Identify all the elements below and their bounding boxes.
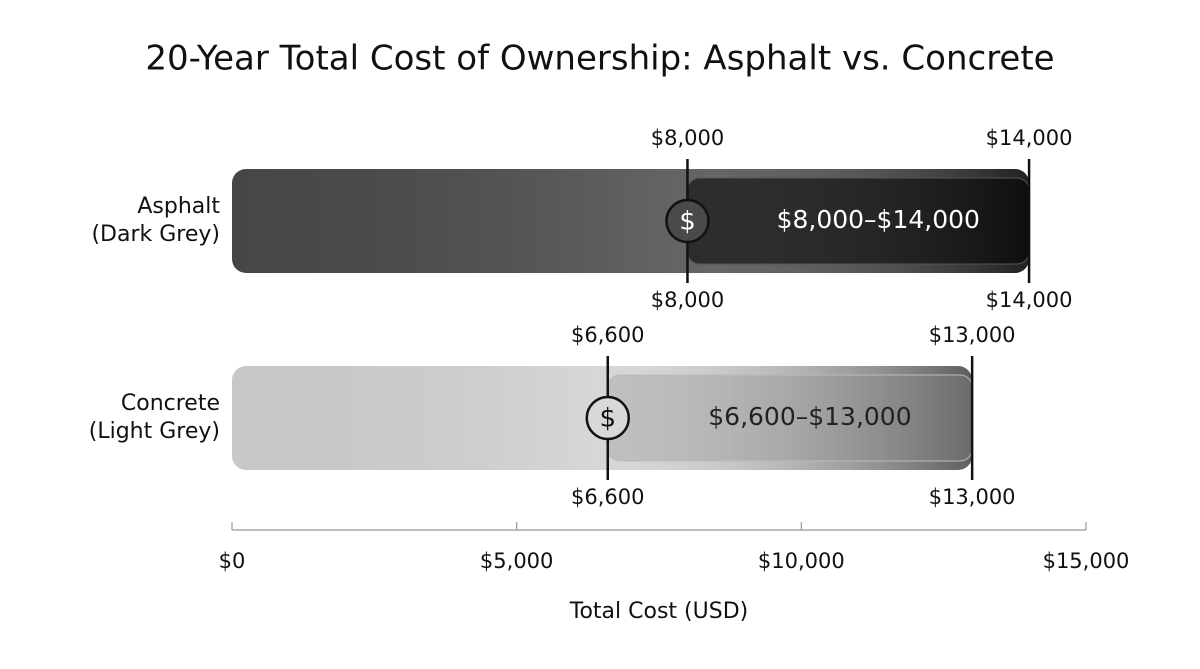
dollar-symbol: $ [599, 404, 616, 434]
chart-title: 20-Year Total Cost of Ownership: Asphalt… [145, 39, 1054, 79]
value-label: $13,000 [929, 323, 1016, 347]
x-tick-label: $0 [219, 549, 246, 573]
dollar-marker [665, 198, 710, 244]
x-tick-label: $15,000 [1043, 549, 1130, 573]
dollar-marker [585, 395, 631, 441]
value-label: $6,600 [571, 485, 644, 509]
dollar-symbol: $ [679, 207, 696, 237]
value-label: $13,000 [929, 485, 1016, 509]
value-label: $14,000 [986, 288, 1073, 312]
value-label: $8,000 [651, 288, 724, 312]
range-label: $6,600–$13,000 [708, 402, 911, 431]
x-tick-label: $5,000 [480, 549, 553, 573]
range-label: $8,000–$14,000 [777, 205, 980, 234]
category-label: (Light Grey) [89, 419, 220, 444]
x-tick-label: $10,000 [758, 549, 845, 573]
x-axis-title: Total Cost (USD) [569, 599, 748, 624]
category-label: (Dark Grey) [91, 222, 220, 247]
value-label: $14,000 [986, 126, 1073, 150]
value-label: $6,600 [571, 323, 644, 347]
category-label: Concrete [121, 391, 220, 416]
category-label: Asphalt [137, 194, 220, 219]
value-label: $8,000 [651, 126, 724, 150]
